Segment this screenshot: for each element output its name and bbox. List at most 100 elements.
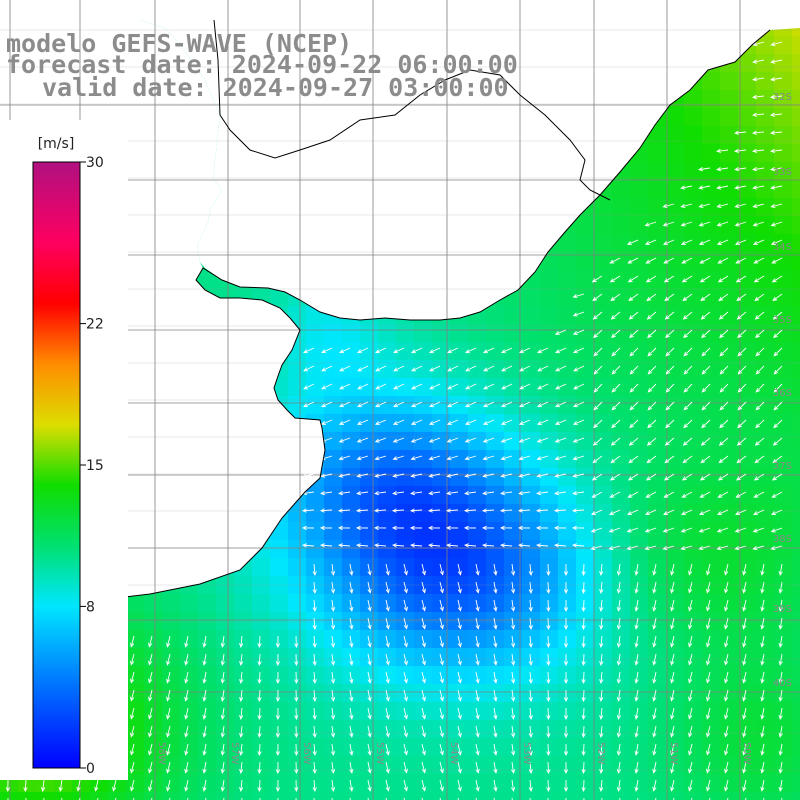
wind-arrow [331, 581, 334, 593]
field-cell [162, 684, 181, 703]
field-cell [252, 720, 271, 739]
field-cell [360, 504, 379, 523]
field-cell [342, 756, 361, 775]
field-cell [684, 576, 703, 595]
wind-arrow [717, 149, 729, 152]
wind-arrow [555, 455, 567, 460]
field-cell [324, 414, 343, 433]
wind-arrow [547, 653, 549, 666]
field-cell [702, 252, 721, 271]
field-cell [342, 666, 361, 685]
wind-arrow [493, 617, 497, 629]
field-cell [558, 774, 577, 793]
wind-arrow [717, 527, 729, 533]
field-cell [486, 756, 505, 775]
wind-arrow [555, 437, 567, 443]
field-cell [396, 504, 415, 523]
wind-arrow-head [634, 588, 639, 594]
wind-arrow [493, 725, 497, 737]
wind-arrow [582, 671, 585, 684]
wind-arrow [688, 635, 693, 647]
wind-arrow [357, 365, 369, 372]
field-cell [144, 630, 163, 649]
field-cell [612, 756, 631, 775]
wind-arrow-head [647, 351, 653, 357]
field-cell [756, 774, 775, 793]
wind-arrow [699, 221, 711, 226]
wind-arrow-head [688, 768, 693, 774]
field-cell [162, 792, 181, 800]
wind-arrow [779, 779, 783, 791]
wind-arrow-head [428, 420, 434, 425]
wind-arrow [302, 509, 315, 512]
wind-arrow-head [724, 786, 729, 792]
field-cell [522, 504, 541, 523]
field-cell [378, 792, 397, 800]
wind-arrow-head [742, 786, 747, 792]
field-cell [756, 648, 775, 667]
field-cell [396, 594, 415, 613]
wind-arrow-head [421, 786, 426, 792]
wind-arrow [653, 563, 657, 575]
wind-arrow [773, 329, 783, 338]
wind-arrow-head [652, 678, 657, 684]
wind-arrow-head [330, 768, 336, 774]
field-cell [126, 594, 145, 613]
wind-arrow-head [616, 660, 622, 666]
wind-arrow [500, 509, 513, 512]
field-cell [702, 216, 721, 235]
wind-arrow-head [573, 403, 579, 408]
field-cell [306, 774, 325, 793]
field-cell [486, 540, 505, 559]
wind-arrow [464, 509, 477, 512]
field-cell [414, 468, 433, 487]
field-cell [270, 666, 289, 685]
wind-arrow-head [239, 733, 244, 738]
wind-arrow-head [464, 473, 470, 478]
field-cell [306, 576, 325, 595]
wind-arrow [771, 221, 783, 226]
wind-arrow-head [611, 387, 617, 393]
field-cell [792, 450, 800, 469]
wind-arrow [610, 473, 621, 481]
wind-arrow-head [770, 41, 776, 47]
wind-arrow-head [627, 476, 633, 481]
wind-arrow [755, 419, 765, 428]
wind-arrow [457, 599, 461, 611]
field-cell [342, 486, 361, 505]
wind-arrow [303, 437, 315, 443]
wind-arrow-head [493, 570, 498, 576]
wind-arrow [653, 653, 657, 665]
field-cell [774, 486, 793, 505]
field-cell [216, 756, 235, 775]
field-cell [450, 504, 469, 523]
field-cell [792, 576, 800, 595]
wind-arrow [529, 671, 532, 683]
wind-arrow [755, 437, 765, 446]
wind-arrow-head [94, 786, 99, 792]
wind-arrow [647, 311, 657, 320]
wind-arrow-head [483, 349, 488, 354]
wind-arrow [166, 635, 171, 647]
field-cell [162, 774, 181, 793]
wind-arrow [313, 761, 316, 773]
wind-arrow-head [591, 278, 597, 283]
wind-arrow-head [403, 570, 408, 576]
wind-arrow [385, 563, 389, 575]
wind-arrow [302, 544, 315, 547]
wind-arrow [719, 347, 729, 357]
field-cell [162, 720, 181, 739]
wind-arrow-head [753, 259, 759, 264]
wind-arrow [547, 725, 549, 738]
field-cell [396, 576, 415, 595]
wind-arrow [148, 779, 153, 791]
wind-arrow-head [349, 570, 354, 576]
wind-arrow-head [457, 660, 462, 666]
wind-arrow [611, 311, 621, 320]
field-cell [468, 504, 487, 523]
wind-arrow-head [572, 294, 578, 299]
wind-arrow [663, 221, 675, 226]
wind-arrow [465, 491, 477, 495]
wind-arrow [519, 401, 531, 408]
wind-arrow-head [688, 642, 693, 648]
